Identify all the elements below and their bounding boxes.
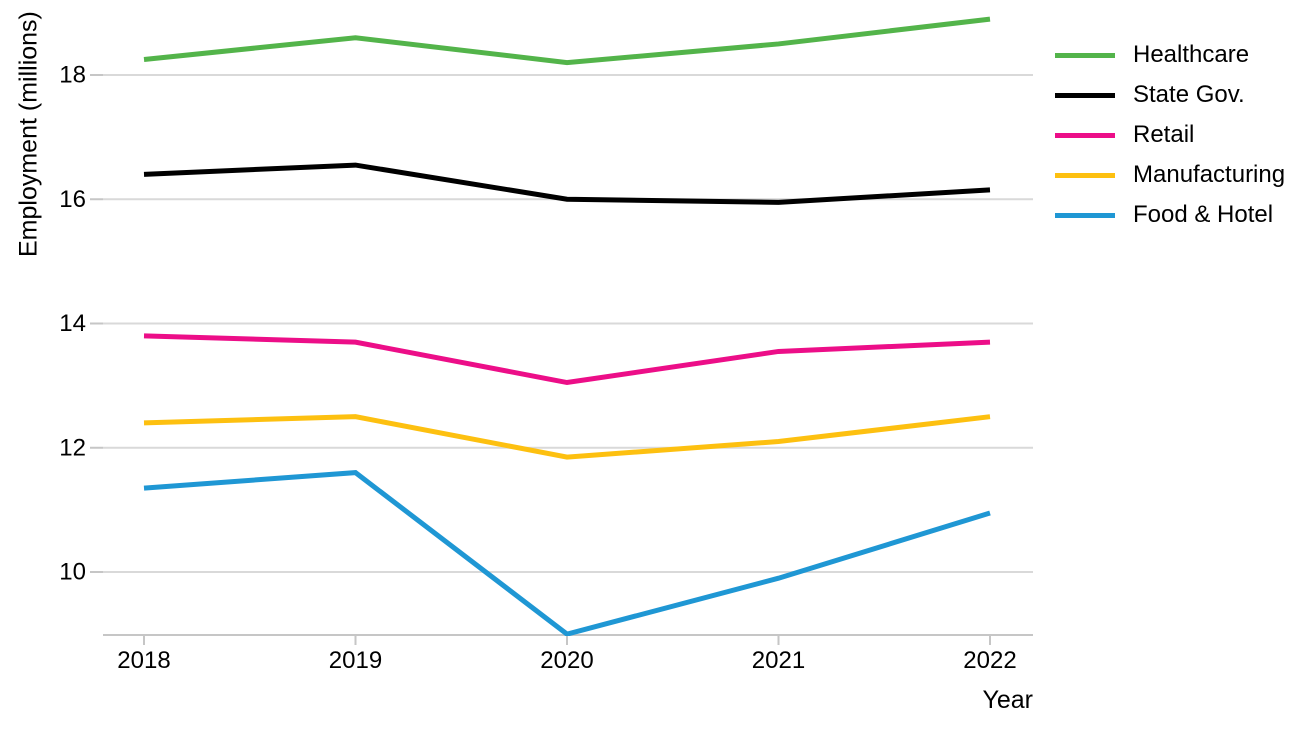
x-tick-label: 2022 xyxy=(963,647,1016,674)
legend-item-manufacturing: Manufacturing xyxy=(1055,155,1285,195)
legend-item-state-gov: State Gov. xyxy=(1055,75,1285,115)
legend-item-retail: Retail xyxy=(1055,115,1285,155)
y-tick-label: 14 xyxy=(59,310,86,337)
legend: Healthcare State Gov. Retail Manufacturi… xyxy=(1055,35,1285,235)
series-line-food-hotel xyxy=(143,470,991,636)
x-tick-label: 2021 xyxy=(752,647,805,674)
legend-swatch-food-hotel xyxy=(1055,212,1115,218)
legend-swatch-healthcare xyxy=(1055,52,1115,58)
series-line-manufacturing xyxy=(143,414,991,460)
y-tick-label: 12 xyxy=(59,434,86,461)
x-tick-label: 2020 xyxy=(540,647,593,674)
y-axis-title: Employment (millions) xyxy=(14,11,43,257)
x-tick-label: 2018 xyxy=(117,647,170,674)
legend-item-food-hotel: Food & Hotel xyxy=(1055,195,1285,235)
y-tick-label: 16 xyxy=(59,186,86,213)
legend-swatch-retail xyxy=(1055,132,1115,138)
legend-label-retail: Retail xyxy=(1133,121,1195,148)
x-axis-title: Year xyxy=(982,686,1033,714)
series-line-state-gov xyxy=(143,162,991,205)
x-tick-label: 2019 xyxy=(329,647,382,674)
legend-label-state-gov: State Gov. xyxy=(1133,81,1245,108)
legend-swatch-manufacturing xyxy=(1055,172,1115,178)
legend-label-healthcare: Healthcare xyxy=(1133,41,1250,68)
legend-item-healthcare: Healthcare xyxy=(1055,35,1285,75)
legend-label-manufacturing: Manufacturing xyxy=(1133,161,1286,188)
legend-swatch-state-gov xyxy=(1055,92,1115,98)
y-tick-label: 10 xyxy=(59,559,86,586)
y-tick-label: 18 xyxy=(59,62,86,89)
series-line-healthcare xyxy=(143,16,991,66)
series-line-retail xyxy=(143,333,991,386)
legend-label-food-hotel: Food & Hotel xyxy=(1133,201,1274,228)
